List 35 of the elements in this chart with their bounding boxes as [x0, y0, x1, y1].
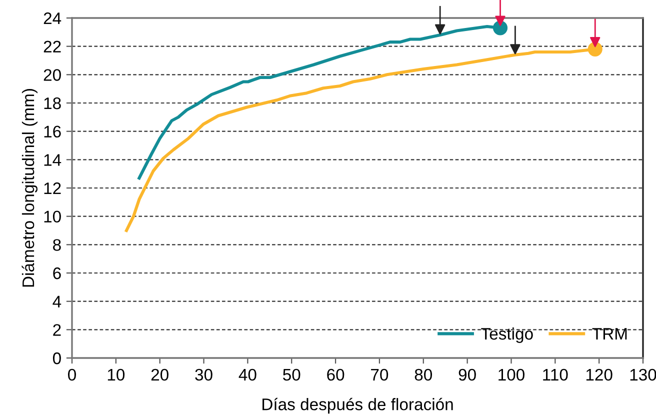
y-tick-label: 0 — [52, 352, 61, 364]
point — [510, 44, 520, 54]
x-axis-title: Días después de floración — [262, 398, 453, 414]
y-tick-label: 8 — [53, 239, 61, 251]
x-tick-label: 110 — [543, 368, 568, 381]
y-axis-title: Diámetro longitudinal (mm) — [22, 88, 38, 287]
x-tick-label: 70 — [371, 368, 388, 381]
x-tick-label: 0 — [68, 368, 76, 381]
point — [495, 16, 506, 26]
x-tick-label: 80 — [414, 368, 432, 381]
x-tick-label: 120 — [586, 368, 612, 381]
y-tick-label: 18 — [44, 97, 61, 110]
y-tick-label: 12 — [44, 182, 61, 194]
x-tick-label: 20 — [151, 368, 168, 381]
x-tick-label: 10 — [108, 368, 125, 381]
y-tick-label: 16 — [44, 126, 61, 138]
x-tick-label: 40 — [238, 368, 256, 381]
y-tick-label: 20 — [44, 69, 61, 81]
x-tick-label: 30 — [195, 368, 212, 381]
point — [434, 24, 446, 34]
legend-label: Testigo — [481, 327, 533, 343]
y-tick-label: 14 — [44, 154, 62, 166]
x-tick-label: 90 — [458, 368, 476, 381]
y-tick-label: 4 — [52, 296, 62, 308]
x-tick-label: 50 — [283, 368, 300, 381]
y-tick-label: 6 — [53, 267, 61, 280]
x-tick-label: 100 — [498, 368, 524, 381]
point — [590, 36, 600, 48]
y-tick-label: 10 — [44, 210, 61, 223]
x-tick-label: 130 — [630, 368, 656, 381]
y-tick-label: 22 — [44, 40, 61, 52]
y-tick-label: 2 — [53, 324, 61, 336]
legend-label: TRM — [592, 328, 627, 340]
y-tick-label: 24 — [44, 12, 62, 24]
x-tick-label: 60 — [327, 368, 344, 381]
